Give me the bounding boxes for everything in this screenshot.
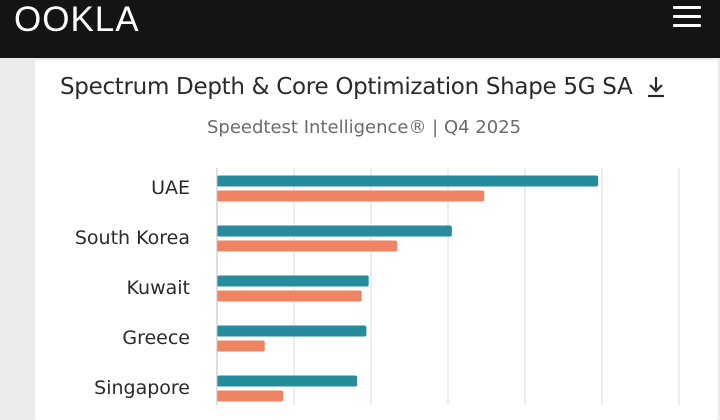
download-icon[interactable] xyxy=(644,74,668,100)
bar-teal xyxy=(217,325,367,337)
menu-line xyxy=(673,24,701,27)
top-bar: OOKLA xyxy=(0,0,720,58)
bar-orange xyxy=(217,390,284,402)
bar-orange xyxy=(217,240,398,252)
category-label: South Korea xyxy=(75,227,190,249)
download-icon-glyph xyxy=(648,77,664,98)
chart-card xyxy=(35,60,718,420)
bar-teal xyxy=(217,175,599,187)
bar-teal xyxy=(217,375,358,387)
bar-teal xyxy=(217,275,369,287)
category-label: Kuwait xyxy=(127,277,190,299)
category-label: Singapore xyxy=(94,377,190,399)
bar-orange xyxy=(217,290,362,302)
bar-orange xyxy=(217,340,265,352)
category-label: Greece xyxy=(122,327,190,349)
chart-subtitle: Speedtest Intelligence® | Q4 2025 xyxy=(207,117,522,138)
bar-teal xyxy=(217,225,452,237)
menu-line xyxy=(673,6,701,9)
ookla-logo[interactable]: OOKLA xyxy=(14,0,140,39)
hamburger-menu-icon[interactable] xyxy=(673,6,701,28)
bar-chart: UAE South Korea Kuwait Greece Singapore xyxy=(75,168,680,405)
menu-line xyxy=(673,15,701,18)
bar-orange xyxy=(217,190,485,202)
category-label: UAE xyxy=(151,177,190,199)
chart-title: Spectrum Depth & Core Optimization Shape… xyxy=(60,74,633,100)
